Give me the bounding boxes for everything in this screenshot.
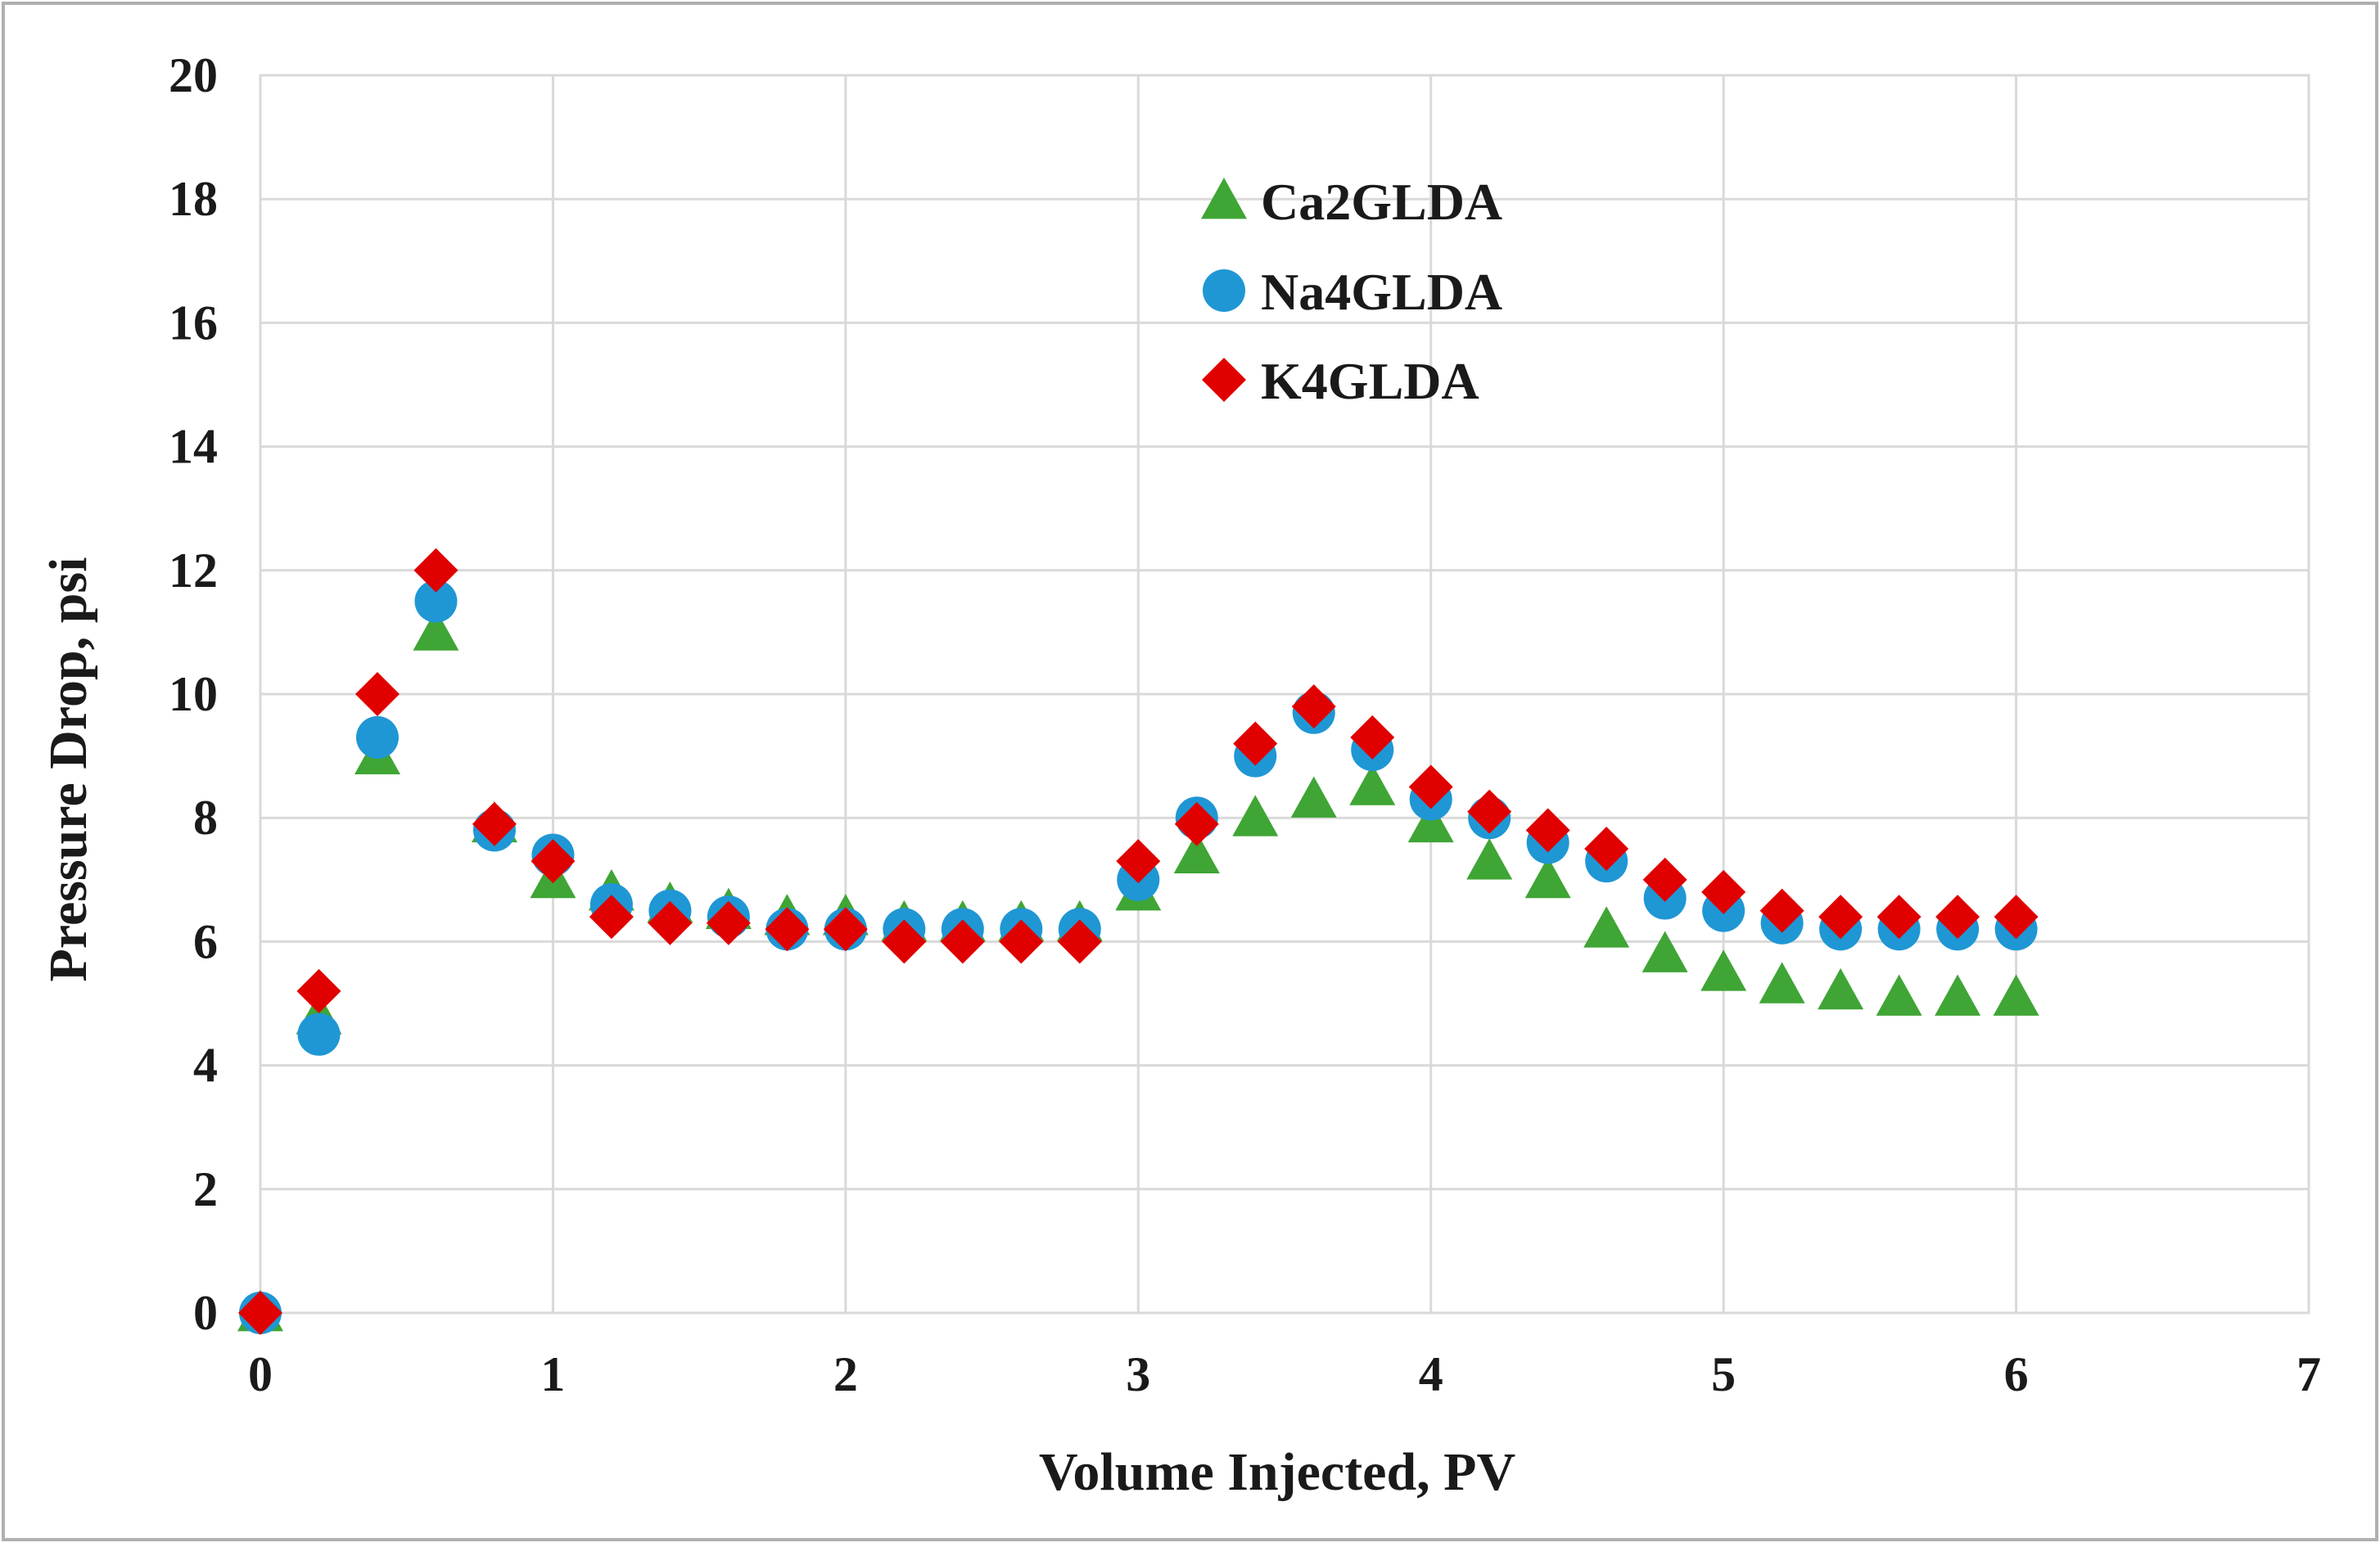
legend-label-na4glda: Na4GLDA <box>1261 263 1502 321</box>
data-point-ca2glda <box>1993 974 2039 1016</box>
data-point-k4glda <box>1759 888 1804 933</box>
legend: Ca2GLDA Na4GLDA K4GLDA <box>1201 173 1502 410</box>
data-point-k4glda <box>999 919 1044 964</box>
legend-marker-triangle-icon <box>1201 178 1247 219</box>
series-k4glda <box>238 548 2039 1335</box>
x-axis-title: Volume Injected, PV <box>1039 1442 1515 1502</box>
y-tick-label: 0 <box>193 1286 218 1340</box>
data-point-k4glda <box>940 919 985 964</box>
data-point-ca2glda <box>1290 776 1337 818</box>
y-tick-label: 18 <box>169 172 218 226</box>
data-point-k4glda <box>1584 827 1629 871</box>
data-point-k4glda <box>1701 869 1746 914</box>
data-point-k4glda <box>531 839 576 884</box>
legend-marker-circle-icon <box>1203 269 1245 312</box>
data-point-k4glda <box>765 907 810 952</box>
data-point-k4glda <box>1174 801 1219 846</box>
data-point-ca2glda <box>1700 949 1747 991</box>
y-tick-label: 16 <box>169 295 218 350</box>
x-tick-label: 1 <box>540 1347 565 1401</box>
data-point-k4glda <box>1467 789 1512 834</box>
data-point-k4glda <box>1642 857 1687 902</box>
data-point-ca2glda <box>1349 764 1396 805</box>
y-tick-label: 12 <box>169 543 218 598</box>
data-point-k4glda <box>1116 839 1161 884</box>
x-tick-label: 6 <box>2004 1347 2029 1401</box>
x-tick-label: 0 <box>248 1347 273 1401</box>
legend-marker-diamond-icon <box>1202 358 1246 402</box>
x-tick-label: 4 <box>1419 1347 1443 1401</box>
data-point-ca2glda <box>1583 906 1630 948</box>
data-point-ca2glda <box>1232 795 1279 837</box>
data-point-k4glda <box>238 1291 282 1335</box>
data-point-k4glda <box>1935 895 1980 940</box>
data-point-k4glda <box>823 907 868 952</box>
legend-item-k4glda: K4GLDA <box>1202 352 1479 410</box>
x-tick-label: 3 <box>1126 1347 1150 1401</box>
data-point-ca2glda <box>1759 962 1805 1004</box>
data-point-k4glda <box>882 919 927 964</box>
plot-area-border <box>259 74 2310 1315</box>
data-point-k4glda <box>472 801 517 846</box>
legend-diamond-icon <box>1202 358 1246 402</box>
data-point-ca2glda <box>1407 801 1454 843</box>
data-point-na4glda <box>297 1013 341 1056</box>
y-tick-label: 4 <box>193 1039 218 1093</box>
data-point-k4glda <box>589 895 634 940</box>
data-point-k4glda <box>1350 715 1395 760</box>
data-point-ca2glda <box>1935 974 1981 1016</box>
data-point-ca2glda <box>1876 974 1922 1016</box>
legend-triangle-icon <box>1201 178 1247 219</box>
data-series <box>237 548 2039 1335</box>
data-point-k4glda <box>296 968 341 1013</box>
plot-area-frame <box>259 74 2310 1315</box>
data-point-k4glda <box>1818 895 1863 940</box>
data-point-na4glda <box>414 580 458 623</box>
data-point-k4glda <box>413 548 458 593</box>
data-point-k4glda <box>1291 684 1336 729</box>
legend-item-ca2glda: Ca2GLDA <box>1201 173 1502 231</box>
data-point-ca2glda <box>413 609 459 651</box>
data-point-k4glda <box>1057 919 1102 964</box>
y-tick-label: 14 <box>169 420 218 474</box>
y-tick-label: 6 <box>193 914 218 968</box>
x-tick-label: 2 <box>833 1347 858 1401</box>
data-point-ca2glda <box>1642 931 1688 972</box>
data-point-k4glda <box>1876 895 1922 940</box>
legend-label-ca2glda: Ca2GLDA <box>1261 173 1502 231</box>
data-point-ca2glda <box>1173 832 1220 873</box>
data-point-k4glda <box>706 900 751 945</box>
data-point-k4glda <box>1233 721 1278 766</box>
data-point-ca2glda <box>1466 838 1513 880</box>
legend-item-na4glda: Na4GLDA <box>1203 263 1502 321</box>
data-point-k4glda <box>1994 895 2039 940</box>
data-point-k4glda <box>355 672 400 716</box>
y-tick-label: 10 <box>169 667 218 721</box>
data-point-ca2glda <box>1524 856 1571 899</box>
legend-label-k4glda: K4GLDA <box>1261 352 1479 410</box>
y-tick-label: 20 <box>169 48 218 102</box>
data-point-k4glda <box>1408 764 1453 810</box>
legend-circle-icon <box>1203 269 1245 312</box>
y-axis-title: Pressure Drop, psi <box>38 557 98 982</box>
y-tick-label: 2 <box>193 1162 218 1216</box>
x-tick-label: 7 <box>2296 1347 2321 1401</box>
data-point-k4glda <box>648 900 693 945</box>
x-tick-label: 5 <box>1711 1347 1736 1401</box>
data-point-k4glda <box>1525 808 1570 853</box>
data-point-ca2glda <box>1818 967 1864 1010</box>
y-tick-label: 8 <box>193 791 218 845</box>
data-point-na4glda <box>355 715 399 759</box>
